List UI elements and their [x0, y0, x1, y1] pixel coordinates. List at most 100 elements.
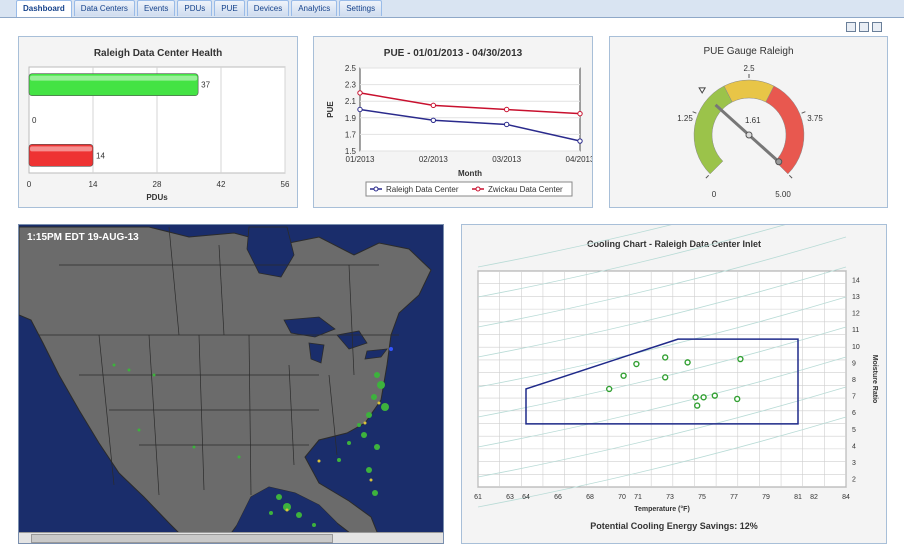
pue-point — [577, 110, 583, 117]
gauge-tick — [788, 174, 793, 179]
cooling-savings: Potential Cooling Energy Savings: 12% — [590, 521, 758, 531]
cooling-curve — [477, 356, 847, 448]
health-bar-highlight — [30, 146, 92, 152]
pue-point — [357, 106, 363, 113]
tab-devices[interactable]: Devices — [246, 0, 290, 16]
cooling-curve — [477, 225, 786, 298]
gauge-scale-label: 0 — [712, 190, 717, 199]
cooling-point — [711, 392, 719, 399]
health-xlabel: PDUs — [146, 193, 168, 202]
cooling-xtick-label: 82 — [810, 494, 818, 501]
gauge-tick — [705, 174, 710, 179]
health-panel: Raleigh Data Center Health 0 14 28 42 56 37 0 1… — [18, 36, 298, 208]
cooling-curve — [477, 416, 847, 508]
pue-xlabel: Month — [458, 169, 482, 178]
pue-series-line — [359, 92, 581, 115]
health-bar-value: 0 — [32, 116, 37, 125]
pue-plot-area — [359, 67, 581, 152]
cooling-xtick-label: 71 — [634, 494, 642, 501]
pue-xtick-label: 02/2013 — [419, 155, 448, 164]
cooling-xtick-label: 64 — [522, 494, 530, 501]
cooling-xtick-label: 61 — [474, 494, 482, 501]
gauge-band-green — [693, 85, 733, 175]
cooling-ytick-label: 8 — [852, 377, 856, 384]
cooling-ytick-label: 11 — [852, 327, 859, 334]
health-bar-value: 14 — [96, 151, 105, 160]
cooling-point — [605, 385, 613, 393]
window-icon[interactable] — [846, 22, 856, 32]
tab-dashboard[interactable]: Dashboard — [16, 0, 72, 17]
cooling-xlabel: Temperature (°F) — [634, 505, 690, 513]
panel-tools — [846, 22, 882, 32]
cooling-point — [700, 394, 707, 401]
cooling-ytick-label: 10 — [852, 344, 860, 351]
cooling-chart: 61 63 64 66 68 70 71 73 75 77 79 81 82 84 2 3 4 5 6 7 8 9 10 11… — [474, 225, 878, 513]
health-tick-label: 56 — [281, 180, 290, 189]
pue-ytick-label: 1.9 — [345, 114, 357, 123]
cooling-ylabel: Moisture Ratio — [871, 355, 878, 404]
health-chart: 0 14 28 42 56 37 0 14 PDUs — [27, 66, 290, 202]
tab-settings[interactable]: Settings — [339, 0, 383, 16]
cooling-curve — [477, 296, 847, 388]
refresh-icon[interactable] — [859, 22, 869, 32]
cooling-xtick-label: 84 — [842, 494, 850, 501]
cooling-ytick-label: 5 — [852, 427, 856, 434]
pue-legend-marker — [373, 186, 379, 192]
cooling-xtick-label: 79 — [762, 494, 770, 501]
health-bar — [28, 73, 199, 96]
pue-xtick-label: 04/2013 — [566, 155, 592, 164]
pue-ytick-label: 2.3 — [345, 81, 357, 90]
cooling-zone — [525, 338, 799, 425]
gauge-panel: PUE Gauge Raleigh 0 1.25 2.5 3.75 5.00 1.61 — [609, 36, 888, 208]
gauge-scale-label: 3.75 — [807, 114, 823, 123]
cooling-xtick-label: 75 — [698, 494, 706, 501]
pue-series-line — [359, 108, 581, 142]
pue-legend-marker — [475, 186, 481, 192]
gauge-title: PUE Gauge Raleigh — [703, 46, 794, 57]
cooling-point — [737, 355, 744, 363]
gauge-band-red — [765, 85, 805, 175]
gauge-needle-tail — [775, 158, 783, 166]
cooling-ytick-label: 7 — [852, 394, 856, 401]
pue-point — [503, 106, 510, 113]
pue-chart: 1.5 1.7 1.9 2.1 2.3 2.5 01/2013 02/2013 03/2013 0… — [326, 64, 592, 197]
pue-panel: PUE - 01/01/2013 - 04/30/2013 1.5 1.7 1.9 2… — [313, 36, 593, 208]
tab-events[interactable]: Events — [136, 0, 176, 16]
tab-data-centers[interactable]: Data Centers — [73, 0, 135, 16]
cooling-ytick-label: 13 — [852, 294, 860, 301]
map-timestamp: 1:15PM EDT 19-AUG-13 — [27, 232, 139, 243]
cooling-point — [633, 360, 640, 368]
map-scrollbar[interactable] — [19, 532, 443, 543]
cooling-ytick-label: 2 — [852, 477, 856, 484]
print-icon[interactable] — [872, 22, 882, 32]
cooling-xtick-label: 68 — [586, 494, 594, 501]
pue-point — [430, 102, 437, 109]
cooling-curve — [477, 225, 672, 268]
weather-map: 1:15PM EDT 19-AUG-13 — [19, 225, 443, 543]
pue-ytick-label: 2.5 — [345, 64, 357, 73]
pue-point — [357, 90, 363, 96]
gauge-band-yellow — [723, 79, 775, 103]
scrollbar-thumb[interactable] — [31, 534, 333, 543]
map-panel: 1:15PM EDT 19-AUG-13 — [18, 224, 444, 544]
health-bar — [28, 144, 94, 167]
gauge-hub — [745, 131, 753, 139]
tab-analytics[interactable]: Analytics — [291, 0, 338, 16]
pue-xtick-label: 03/2013 — [492, 155, 521, 164]
gauge-scale-label: 2.5 — [743, 64, 755, 73]
cooling-curve — [477, 386, 847, 478]
gauge-tick — [692, 111, 697, 114]
gauge-scale-label: 1.25 — [677, 114, 693, 123]
pue-title: PUE - 01/01/2013 - 04/30/2013 — [383, 48, 523, 59]
gauge-tick — [801, 111, 806, 114]
cooling-curve — [477, 326, 847, 418]
gauge-chart: 0 1.25 2.5 3.75 5.00 1.61 — [677, 64, 823, 199]
cooling-ytick-label: 14 — [852, 277, 860, 284]
tab-pdus[interactable]: PDUs — [177, 0, 213, 16]
cooling-ytick-label: 12 — [852, 311, 860, 318]
tab-pue[interactable]: PUE — [214, 0, 245, 16]
pue-legend-label: Raleigh Data Center — [386, 185, 459, 194]
pue-point — [577, 138, 583, 144]
cooling-point — [620, 372, 627, 379]
cooling-plot-area — [477, 270, 847, 488]
